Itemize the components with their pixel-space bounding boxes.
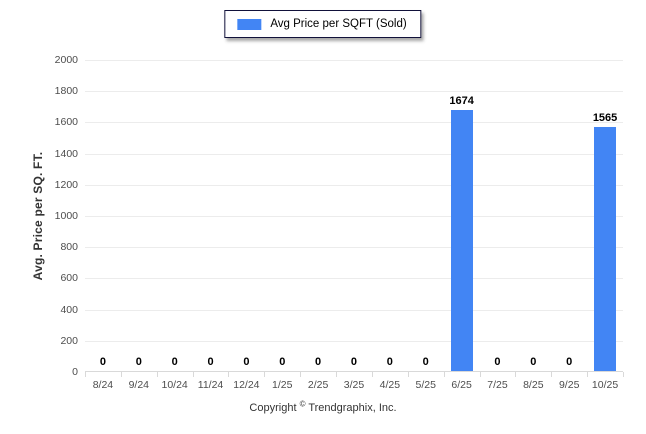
gridline bbox=[85, 216, 623, 217]
y-tick-label: 600 bbox=[60, 272, 78, 285]
x-tick-label: 10/25 bbox=[591, 379, 619, 391]
footer-copyright: Copyright © Trendgraphix, Inc. bbox=[0, 399, 646, 414]
gridline bbox=[85, 309, 623, 311]
gridline bbox=[85, 278, 623, 280]
x-tick-label: 2/25 bbox=[307, 379, 329, 391]
gridline bbox=[85, 122, 623, 124]
x-tick-label: 5/25 bbox=[415, 379, 436, 391]
x-tick-label: 7/25 bbox=[487, 379, 508, 391]
x-axis-tick bbox=[228, 372, 230, 377]
x-axis-tick bbox=[551, 372, 553, 377]
y-tick-label: 800 bbox=[60, 241, 78, 254]
bar-value-label: 0 bbox=[171, 356, 178, 368]
x-tick-label: 8/25 bbox=[523, 379, 544, 391]
bar bbox=[594, 126, 617, 371]
y-tick-label: 1400 bbox=[54, 147, 78, 160]
gridline bbox=[85, 91, 623, 93]
legend-swatch bbox=[237, 18, 262, 30]
x-axis-tick bbox=[587, 372, 589, 377]
bar-value-label: 0 bbox=[243, 356, 250, 368]
y-tick-label: 200 bbox=[60, 334, 78, 347]
bar-value-label: 0 bbox=[315, 356, 322, 368]
x-axis-tick bbox=[264, 372, 266, 377]
bar-value-label: 0 bbox=[530, 356, 537, 368]
y-tick-label: 1200 bbox=[54, 178, 78, 191]
x-tick-label: 12/24 bbox=[233, 379, 260, 391]
x-tick-label: 6/25 bbox=[451, 379, 472, 391]
x-tick-label: 3/25 bbox=[343, 379, 365, 391]
x-axis-tick bbox=[120, 372, 122, 377]
legend-box: Avg Price per SQFT (Sold) bbox=[224, 10, 422, 38]
gridline bbox=[85, 340, 623, 342]
y-tick-label: 0 bbox=[72, 366, 78, 378]
y-tick-label: 1000 bbox=[54, 210, 78, 222]
footer-suffix: Trendgraphix, Inc. bbox=[308, 402, 397, 414]
bar-value-label: 0 bbox=[422, 356, 429, 368]
gridline bbox=[85, 247, 623, 249]
y-tick-label: 1800 bbox=[54, 85, 78, 98]
y-tick-label: 2000 bbox=[54, 54, 78, 66]
x-tick-label: 10/24 bbox=[161, 379, 188, 391]
x-axis-line bbox=[85, 371, 623, 372]
bar-value-label: 0 bbox=[99, 356, 106, 368]
gridline bbox=[85, 153, 623, 155]
y-tick-label: 1600 bbox=[54, 116, 78, 129]
bar-value-label: 0 bbox=[386, 356, 393, 368]
x-axis-tick bbox=[371, 372, 373, 377]
x-axis-tick bbox=[623, 372, 624, 377]
bar bbox=[450, 109, 473, 371]
gridline bbox=[85, 184, 623, 186]
legend-label: Avg Price per SQFT (Sold) bbox=[270, 18, 407, 30]
bar-value-label: 0 bbox=[279, 356, 286, 368]
footer-prefix: Copyright bbox=[249, 402, 297, 414]
x-tick-label: 9/24 bbox=[128, 379, 149, 391]
bar-value-label: 0 bbox=[494, 356, 501, 368]
x-axis-tick bbox=[300, 372, 302, 377]
bar-value-label: 0 bbox=[207, 356, 214, 368]
x-axis-tick bbox=[443, 372, 445, 377]
x-tick-label: 9/25 bbox=[558, 379, 580, 391]
x-axis-tick bbox=[336, 372, 338, 377]
bar-value-label: 1565 bbox=[592, 111, 618, 124]
x-tick-label: 4/25 bbox=[379, 379, 401, 391]
bar-value-label: 0 bbox=[350, 356, 358, 368]
x-axis-tick bbox=[407, 372, 409, 377]
x-tick-label: 8/24 bbox=[92, 379, 114, 391]
plot-area: 0 0 0 0 0 0 0 0 0 0 1674 0 0 0 1565 bbox=[85, 60, 623, 372]
bar-value-label: 1674 bbox=[449, 94, 474, 107]
x-tick-label: 11/24 bbox=[197, 379, 224, 391]
x-axis-tick bbox=[479, 372, 481, 377]
gridline bbox=[85, 60, 623, 61]
copyright-icon: © bbox=[299, 399, 306, 409]
bar-value-label: 0 bbox=[135, 356, 142, 368]
x-axis-tick bbox=[156, 372, 158, 377]
x-axis-tick bbox=[515, 372, 517, 377]
bar-value-label: 0 bbox=[566, 356, 573, 368]
x-axis-tick bbox=[85, 372, 86, 377]
x-tick-label: 1/25 bbox=[272, 379, 293, 391]
x-axis-tick bbox=[192, 372, 194, 377]
y-tick-label: 400 bbox=[60, 303, 78, 316]
